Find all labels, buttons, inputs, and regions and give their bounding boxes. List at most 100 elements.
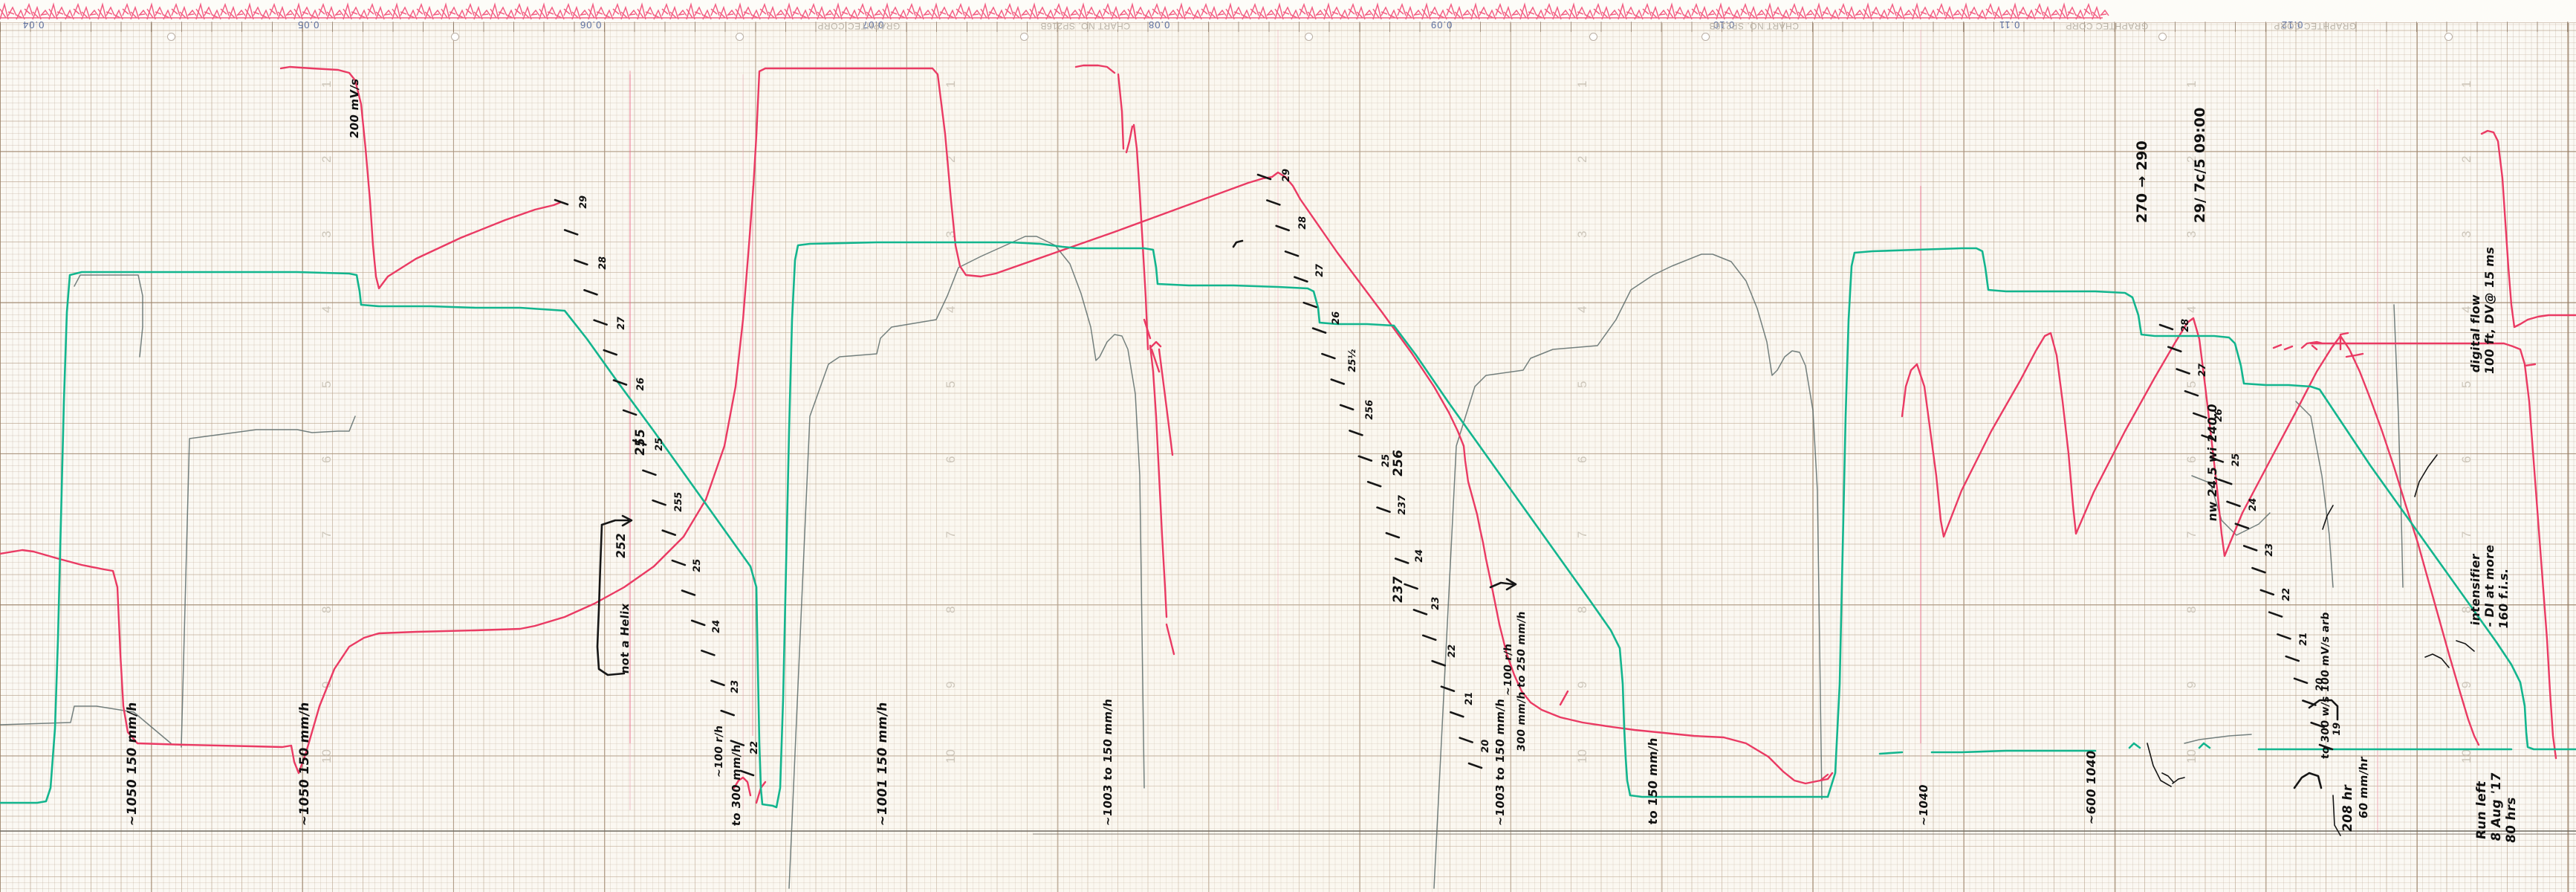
ladder-tick	[2167, 346, 2182, 353]
sprocket-hole	[1701, 33, 1710, 41]
ink-pointer-group	[596, 239, 2475, 836]
ladder-2-label: 237	[1397, 494, 1409, 517]
ladder-tick	[652, 499, 666, 506]
event-note-line: intensifier	[2468, 552, 2482, 627]
ladder-tick	[1330, 378, 1346, 385]
green-trace	[0, 241, 2576, 809]
speed-note-line: 60 mm/hr	[2357, 755, 2370, 820]
ladder-tick	[710, 679, 725, 687]
speed-note: 60 mm/hr	[2357, 756, 2370, 820]
ladder-2-label: 26	[1331, 310, 1342, 326]
event-note: digital flow 100 ft, DV@ 15 ms	[2468, 244, 2496, 375]
speed-note-line: ~100 r/h	[1502, 642, 1514, 697]
event-note-line: 255	[633, 427, 648, 457]
green-trace-steps	[1878, 742, 2513, 755]
ladder-1-label: 255	[672, 491, 684, 513]
speed-note-line: to 300 mm/h	[730, 743, 743, 827]
sprocket-hole	[2158, 33, 2167, 41]
ladder-2-label: 28	[1297, 215, 1309, 231]
ladder-tick	[1349, 430, 1363, 436]
event-note: Run left 8 Aug '17 80 hrs	[2474, 769, 2519, 844]
ladder-tick	[701, 650, 716, 656]
speed-note-line: 300 mm/h to 250 mm/h	[1516, 610, 1528, 752]
ladder-tick	[1450, 711, 1464, 718]
event-note-line: 252	[614, 531, 628, 560]
ladder-tick	[720, 709, 735, 717]
ladder-tick	[2268, 611, 2283, 618]
ladder-2-label: 24	[1413, 548, 1425, 564]
ladder-tick	[1302, 301, 1318, 308]
ladder-3-label: 26	[2213, 407, 2225, 423]
sprocket-hole	[1305, 33, 1313, 41]
speed-note-line: ~1003 to 150 mm/h	[1101, 697, 1115, 827]
ladder-3-label: 19	[2332, 721, 2343, 737]
ladder-2-label: 256	[1363, 398, 1375, 421]
pink-trace	[0, 67, 1834, 785]
event-note-line: 270 → 290	[2134, 140, 2150, 223]
ladder-tick	[1311, 327, 1327, 334]
ladder-3-label: 21	[2297, 632, 2309, 647]
ladder-tick	[1284, 251, 1300, 257]
speed-note-line: ~600 1040	[2084, 749, 2098, 826]
speed-note: 208 hr	[2340, 783, 2355, 833]
ladder-tick	[661, 529, 677, 536]
ladder-tick	[2293, 677, 2309, 685]
ladder-1-label: 25	[692, 558, 704, 574]
ladder-2-label: 23	[1430, 595, 1441, 612]
event-note: intensifier - DI at more 160 f.i.s.	[2468, 542, 2511, 630]
ladder-tick	[1275, 224, 1290, 232]
speed-note-line: ~100 r/h	[713, 724, 725, 778]
ladder-2-label: 25½	[1347, 348, 1359, 374]
ladder-tick	[2310, 721, 2325, 728]
ladder-tick	[671, 559, 687, 566]
speed-note-line: 208 hr	[2340, 783, 2355, 833]
event-note: not a Helix	[618, 602, 632, 674]
speed-note: to 150 mm/h	[1646, 737, 1660, 825]
ladder-tick	[1412, 609, 1428, 615]
ladder-tick	[2192, 412, 2207, 419]
sprocket-hole	[1589, 33, 1597, 41]
ladder-tick	[563, 229, 579, 236]
ladder-tick	[2318, 743, 2334, 751]
event-note-line: 8 Aug '17	[2489, 771, 2504, 842]
ladder-tick	[2302, 699, 2317, 706]
event-note: 255	[633, 428, 648, 457]
top-scribble	[0, 2, 2109, 20]
speed-note-line: ~1003 to 150 mm/h	[1493, 697, 1507, 827]
ladder-tick	[554, 198, 569, 206]
ladder-tick	[1421, 634, 1437, 641]
ladder-tick	[1266, 199, 1281, 206]
ladder-1-label: 26	[635, 376, 646, 392]
ladder-tick	[2251, 566, 2266, 574]
ladder-tick	[2184, 390, 2199, 397]
ladder-tick	[2209, 456, 2225, 463]
speed-note: ~1050 150 mm/h	[297, 701, 312, 827]
ladder-1-label: 29	[578, 194, 589, 210]
top-perforation-band	[0, 0, 2576, 23]
ladder-tick	[593, 319, 608, 326]
ladder-tick	[642, 469, 657, 476]
sprocket-tick-row	[0, 22, 2576, 32]
ladder-3-label: 24	[2247, 497, 2259, 513]
event-note: 256	[1391, 449, 1406, 478]
ladder-tick	[2285, 655, 2300, 662]
ladder-tick	[2176, 368, 2190, 375]
event-note-line: 237	[1391, 575, 1406, 604]
ladder-tick	[2234, 523, 2250, 529]
ladder-tick	[1440, 685, 1456, 692]
ladder-tick	[2158, 323, 2174, 331]
ladder-3-label: 27	[2196, 363, 2208, 378]
speed-note-line: ~1040	[1917, 783, 1930, 827]
event-note-line: 29/ 7c/5 09:00	[2192, 107, 2208, 223]
sprocket-hole	[736, 33, 744, 41]
ladder-2-label: 21	[1463, 691, 1475, 707]
pink-trace-ghost	[629, 71, 1921, 743]
speed-note-line: 200 mV/s	[348, 77, 361, 140]
speed-note: 200 mV/s	[348, 77, 361, 139]
ladder-3-label: 20	[2314, 676, 2326, 692]
ladder-1-label: 28	[597, 255, 609, 271]
ladder-tick	[2277, 633, 2291, 640]
ladder-tick	[730, 740, 745, 746]
ladder-tick	[1321, 352, 1336, 360]
